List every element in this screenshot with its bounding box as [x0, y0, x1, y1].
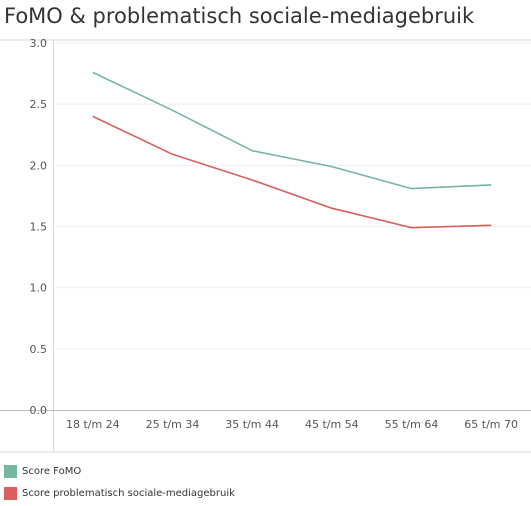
- legend-swatch-problematic-use: [4, 486, 17, 500]
- x-tick-label: 65 t/m 70: [464, 418, 518, 431]
- y-tick-label: 2.0: [30, 159, 48, 172]
- x-tick-label: 18 t/m 24: [66, 418, 120, 431]
- x-tick-label: 55 t/m 64: [385, 418, 439, 431]
- legend-label-fomo: Score FoMO: [22, 465, 82, 477]
- line-chart: 0.0 0.5 1.0 1.5 2.0 2.5 3.0 18 t/m 24 25 t/m 34 3…: [0, 37, 531, 453]
- legend-label-problematic-use: Score problematisch sociale-mediagebruik: [22, 487, 235, 499]
- y-tick-label: 3.0: [30, 37, 48, 50]
- x-tick-label: 35 t/m 44: [225, 418, 279, 431]
- y-tick-label: 2.5: [30, 98, 48, 111]
- y-tick-label: 0.0: [30, 404, 48, 417]
- series-line-problematic-use: [92, 115, 492, 229]
- legend: Score FoMO Score problematisch sociale-m…: [4, 462, 235, 506]
- chart-title: FoMO & problematisch sociale-mediagebrui…: [4, 4, 475, 28]
- y-tick-label: 1.5: [30, 221, 48, 234]
- legend-item-fomo[interactable]: Score FoMO: [4, 462, 235, 480]
- x-tick-label: 25 t/m 34: [146, 418, 200, 431]
- y-tick-label: 1.0: [30, 282, 48, 295]
- y-tick-label: 0.5: [30, 343, 48, 356]
- legend-swatch-fomo: [4, 464, 17, 478]
- legend-item-problematic-use[interactable]: Score problematisch sociale-mediagebruik: [4, 484, 235, 502]
- series-line-fomo: [92, 71, 492, 190]
- x-tick-label: 45 t/m 54: [305, 418, 359, 431]
